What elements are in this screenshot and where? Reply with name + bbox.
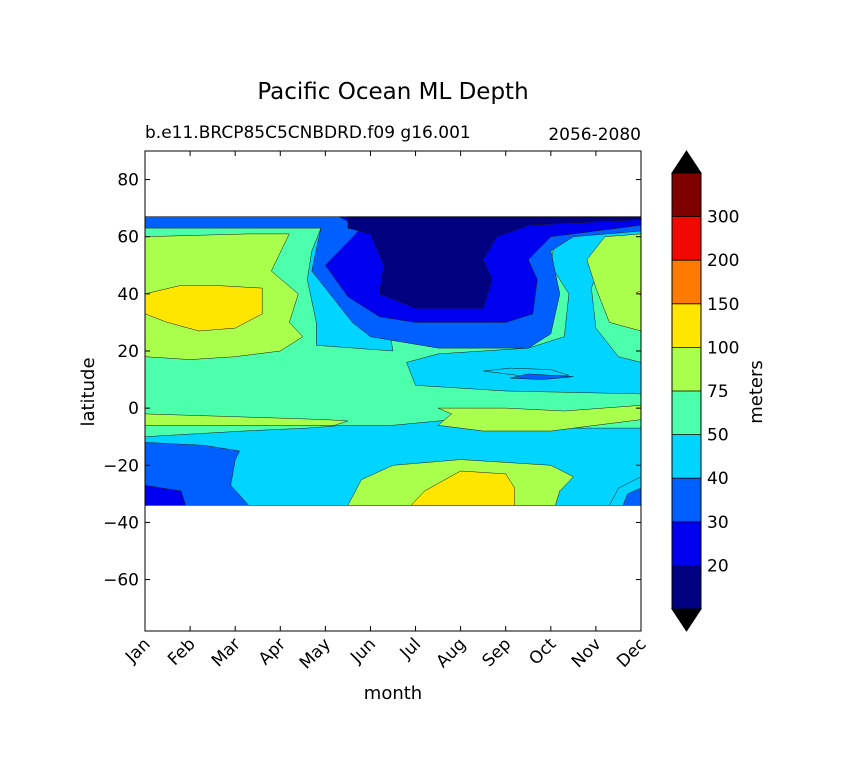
- x-tick-label: Sep: [478, 634, 515, 671]
- y-tick-label: −60: [103, 571, 139, 591]
- colorbar-tick-label: 40: [707, 469, 729, 489]
- colorbar-extend-min: [671, 608, 702, 632]
- colorbar: 20 30 40 50 75 100 150 200 300: [671, 150, 739, 632]
- x-axis-label: month: [364, 683, 422, 704]
- colorbar-segment: [672, 303, 701, 348]
- colorbar-segment: [672, 478, 701, 522]
- colorbar-segment: [672, 434, 701, 479]
- contour-fill-group: [145, 216, 641, 506]
- contour-region-19: [586, 233, 641, 332]
- contour-region-9: [437, 405, 641, 432]
- chart-subtitle-left: b.e11.BRCP85C5CNBDRD.f09 g16.001: [145, 123, 471, 143]
- chart-subtitle-right: 2056-2080: [548, 125, 641, 145]
- y-tick-label: 60: [117, 228, 139, 248]
- y-axis-ticks: 80 60 40 20 0 −20 −40 −60: [103, 171, 641, 591]
- contour-region-10: [406, 227, 641, 395]
- y-tick-label: 80: [117, 171, 139, 191]
- plot-area-frame: [144, 150, 642, 632]
- colorbar-segment: [672, 173, 701, 217]
- contour-region-5: [622, 487, 641, 506]
- colorbar-tick-label: 200: [707, 251, 739, 271]
- y-tick-label: 20: [117, 342, 139, 362]
- contour-region-3: [145, 485, 186, 506]
- x-tick-label: Jan: [121, 634, 154, 667]
- contour-region-8: [145, 413, 349, 426]
- y-tick-label: 40: [117, 285, 139, 305]
- colorbar-segment: [672, 521, 701, 566]
- x-tick-label: Dec: [613, 634, 650, 671]
- chart-title: Pacific Ocean ML Depth: [257, 79, 528, 105]
- colorbar-segment: [672, 260, 701, 304]
- contour-region-13: [509, 373, 574, 380]
- x-tick-label: Jun: [346, 634, 380, 668]
- colorbar-tick-label: 150: [707, 295, 739, 315]
- colorbar-tick-label: 300: [707, 208, 739, 228]
- y-tick-label: 0: [128, 399, 139, 419]
- x-tick-label: Feb: [164, 634, 199, 669]
- colorbar-extend-max: [671, 150, 702, 174]
- x-tick-label: Mar: [208, 634, 245, 671]
- contour-region-7: [410, 470, 515, 506]
- colorbar-segment: [672, 565, 701, 609]
- x-tick-label: Aug: [433, 634, 471, 672]
- colorbar-tick-label: 30: [707, 513, 729, 533]
- colorbar-label: meters: [746, 360, 767, 424]
- y-axis-label: latitude: [78, 357, 99, 426]
- x-tick-label: Oct: [525, 634, 560, 669]
- y-tick-label: −20: [103, 456, 139, 476]
- x-tick-label: Apr: [255, 634, 290, 669]
- colorbar-tick-label: 50: [707, 426, 729, 446]
- x-tick-label: May: [296, 634, 335, 673]
- colorbar-segment: [672, 391, 701, 435]
- colorbar-tick-label: 75: [707, 382, 729, 402]
- x-tick-label: Nov: [568, 634, 606, 672]
- y-tick-label: −40: [103, 513, 139, 533]
- contour-region-18: [145, 285, 263, 332]
- colorbar-tick-label: 20: [707, 556, 729, 576]
- contour-region-16: [347, 216, 641, 309]
- colorbar-segment: [672, 216, 701, 261]
- colorbar-segment: [672, 347, 701, 391]
- x-tick-label: Jul: [396, 634, 425, 663]
- colorbar-tick-label: 100: [707, 338, 739, 358]
